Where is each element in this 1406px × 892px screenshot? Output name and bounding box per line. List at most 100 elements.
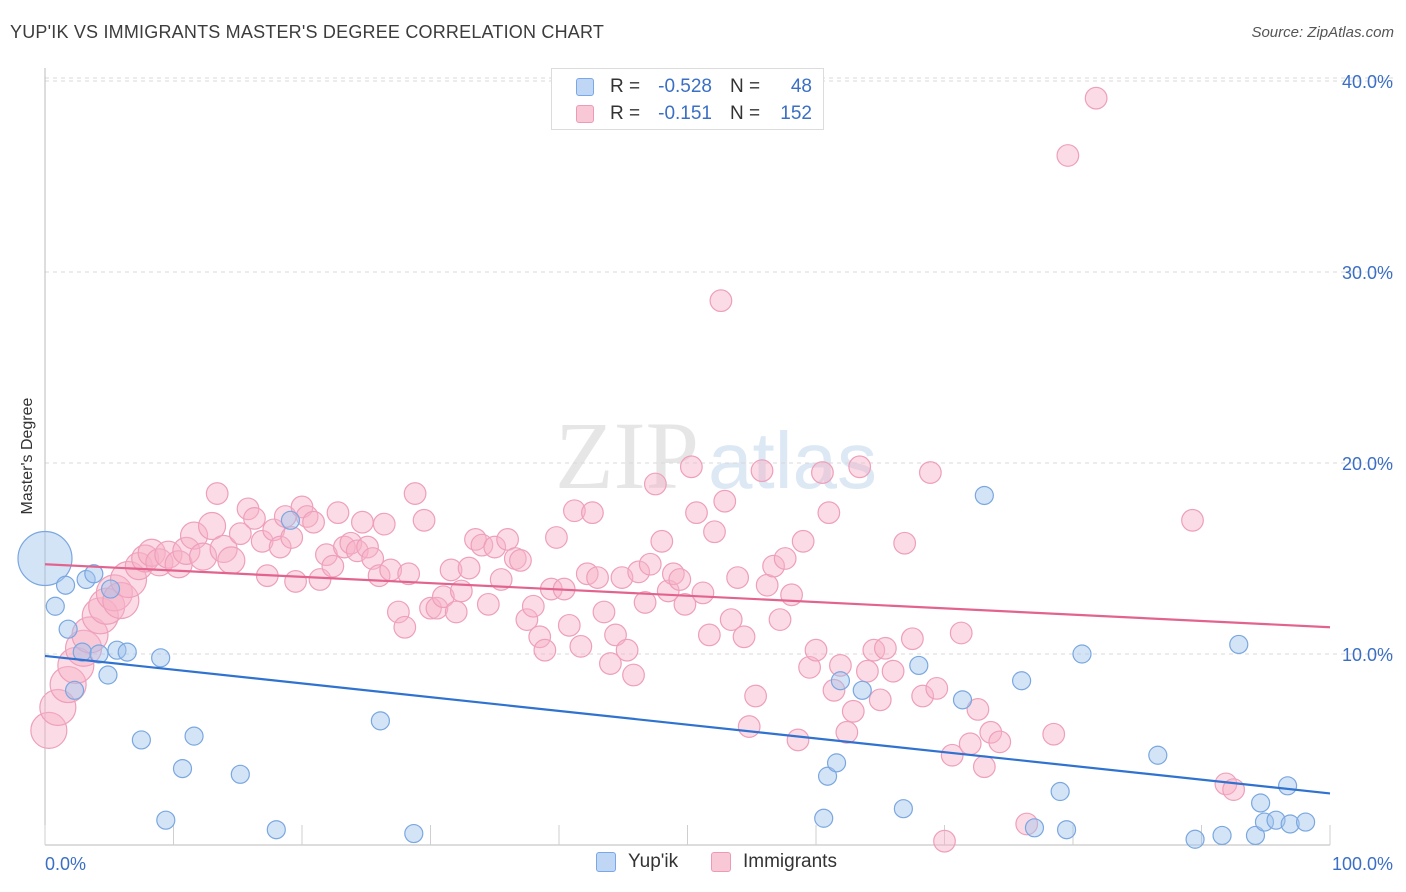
immigrants-point [439, 558, 463, 582]
yupik-point [893, 799, 913, 819]
immigrants-point [755, 573, 779, 597]
immigrants-point [949, 621, 973, 645]
immigrants-point [483, 535, 507, 559]
immigrants-point [726, 566, 750, 589]
yupik-point [1277, 776, 1298, 796]
yupik-point [1295, 812, 1316, 832]
immigrants-point [372, 512, 396, 536]
watermark-atlas: atlas [708, 416, 877, 505]
yupik-point [72, 642, 92, 662]
y-tick-label: 20.0% [1342, 454, 1393, 474]
legend-n-value: 152 [780, 103, 812, 124]
immigrants-point [1042, 722, 1066, 746]
immigrants-point [732, 625, 756, 649]
yupik-point [1072, 644, 1092, 664]
immigrants-point [773, 547, 797, 570]
immigrants-point [709, 289, 733, 313]
immigrants-point [386, 600, 410, 624]
immigrants-point [280, 526, 304, 549]
immigrants-point [958, 732, 982, 756]
yupik-point [58, 619, 78, 639]
immigrants-point [873, 636, 897, 660]
immigrants-point [604, 623, 627, 647]
immigrants-point [397, 562, 421, 586]
immigrants-point [668, 568, 692, 591]
yupik-point [1148, 745, 1168, 765]
yupik-point [1229, 634, 1249, 655]
yupik-point [45, 596, 65, 616]
legend-r-value: -0.528 [658, 76, 712, 97]
immigrants-point [243, 506, 266, 530]
immigrants-point [925, 676, 949, 700]
immigrants-point [744, 684, 768, 708]
yupik-point [830, 671, 851, 691]
yupik-point [151, 648, 171, 668]
immigrants-point [933, 829, 956, 853]
immigrants-point [988, 730, 1012, 754]
yupik-point [814, 808, 834, 828]
yupik-point [974, 485, 994, 506]
immigrants-point [444, 600, 468, 624]
immigrants-point [284, 570, 307, 593]
immigrants-point [197, 511, 227, 541]
y-tick-label: 40.0% [1342, 72, 1393, 92]
immigrants-point [509, 549, 532, 572]
x-tick-label: 100.0% [1332, 854, 1393, 874]
immigrants-point [172, 536, 201, 565]
immigrants-point [627, 560, 651, 584]
yupik-point [826, 753, 847, 773]
immigrants-point [268, 535, 292, 559]
immigrants-point [811, 461, 834, 484]
immigrants-point [822, 678, 846, 702]
immigrants-point [515, 608, 539, 632]
immigrants-point [966, 697, 990, 721]
yupik-point [1056, 820, 1077, 840]
series-swatch-immigrants [711, 852, 731, 872]
yupik-point [266, 820, 286, 840]
immigrants-point [403, 482, 427, 505]
y-tick-label: 10.0% [1342, 645, 1393, 665]
immigrants-trend-line [44, 563, 1331, 629]
immigrants-point [586, 566, 609, 589]
yupik-point [64, 680, 85, 700]
immigrants-point [350, 510, 374, 534]
immigrants-point [431, 585, 455, 609]
immigrants-point [533, 638, 557, 662]
legend-swatch-immigrants [576, 105, 594, 123]
immigrants-point [361, 547, 385, 570]
immigrants-point [703, 520, 726, 544]
immigrants-point [750, 459, 774, 483]
series-legend-immigrants[interactable]: Immigrants [711, 851, 837, 873]
immigrants-point [476, 592, 500, 616]
immigrants-point [622, 663, 645, 687]
immigrants-point [979, 720, 1003, 744]
yupik-point [909, 655, 929, 676]
immigrants-point [30, 711, 68, 750]
yupik-point [100, 579, 121, 599]
immigrants-point [697, 623, 721, 647]
immigrants-point [868, 688, 892, 712]
immigrants-point [918, 461, 942, 484]
chart-title: YUP'IK VS IMMIGRANTS MASTER'S DEGREE COR… [10, 22, 605, 42]
immigrants-point [679, 455, 703, 479]
yupik-point [230, 764, 250, 784]
immigrants-point [798, 655, 821, 679]
legend-r-value: -0.151 [658, 103, 712, 124]
immigrants-point [656, 579, 680, 603]
immigrants-point [768, 608, 792, 632]
series-legend: Yup'ik Immigrants [0, 851, 1406, 877]
immigrants-point [521, 594, 545, 618]
legend-r-label: R = [610, 76, 641, 97]
immigrants-point [786, 728, 810, 752]
yupik-point [89, 644, 109, 664]
immigrants-point [425, 596, 449, 620]
series-legend-yupik[interactable]: Yup'ik [596, 851, 678, 873]
immigrants-point [762, 554, 785, 578]
immigrants-point [817, 501, 841, 525]
immigrants-point [228, 522, 252, 546]
immigrants-point [88, 587, 126, 625]
legend-row-immigrants: R = -0.151 N = 152 [576, 102, 812, 126]
immigrants-point [650, 529, 674, 553]
yupik-point [84, 564, 104, 584]
immigrants-point [1056, 144, 1080, 167]
